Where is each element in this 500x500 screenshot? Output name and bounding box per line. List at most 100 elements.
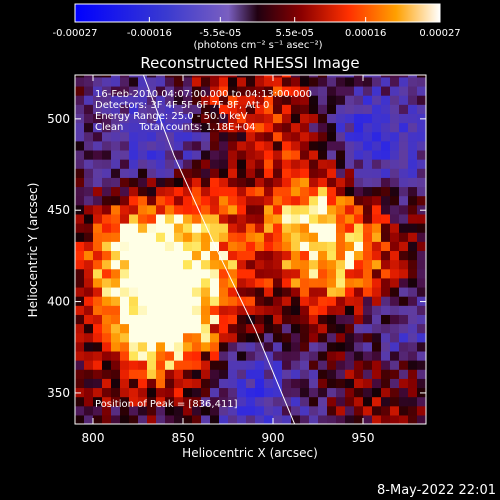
heatmap-cell [129,223,139,233]
heatmap-cell [75,250,85,261]
heatmap-cell [138,104,148,114]
heatmap-cell [264,414,274,424]
heatmap-cell [399,95,409,105]
heatmap-cell [192,414,202,424]
heatmap-cell [255,122,265,133]
heatmap-cell [219,113,229,124]
heatmap-cell [309,341,319,352]
heatmap-cell [201,396,211,407]
heatmap-cell [363,396,373,407]
heatmap-cell [138,296,148,306]
heatmap-cell [354,159,364,169]
heatmap-cell [210,95,220,105]
heatmap-cell [363,213,373,224]
heatmap-cell [255,113,265,124]
heatmap-cell [381,113,391,124]
heatmap-cell [318,405,328,416]
heatmap-cell [273,296,283,306]
heatmap-cell [255,277,265,288]
heatmap-cell [354,360,364,370]
heatmap-cell [282,85,292,96]
heatmap-cell [345,75,355,78]
heatmap-cell [93,341,103,352]
heatmap-cell [345,378,355,389]
heatmap-cell [417,195,426,206]
heatmap-cell [210,323,220,334]
heatmap-cell [273,131,283,142]
heatmap-cell [246,268,256,279]
heatmap-cell [336,259,346,270]
heatmap-cell [111,75,121,78]
heatmap-cell [102,223,112,233]
heatmap-cell [165,277,175,288]
heatmap-cell [120,75,130,78]
heatmap-cell [282,369,292,379]
heatmap-cell [228,305,238,315]
heatmap-cell [363,159,373,169]
heatmap-cell [282,113,292,124]
heatmap-cell [291,250,301,261]
heatmap-cell [93,305,103,315]
heatmap-cell [417,286,426,297]
heatmap-cell [354,104,364,114]
heatmap-cell [111,341,121,352]
heatmap-cell [120,122,130,133]
heatmap-cell [255,195,265,206]
heatmap-cell [201,159,211,169]
y-tick-label: 450 [47,203,70,217]
heatmap-cell [102,378,112,389]
heatmap-cell [282,186,292,197]
heatmap-cell [147,232,157,242]
heatmap-cell [120,204,130,215]
heatmap-cell [192,76,202,87]
heatmap-cell [372,195,382,206]
heatmap-cell [282,149,292,160]
heatmap-cell [147,305,157,315]
heatmap-cell [129,277,139,288]
heatmap-cell [417,159,426,169]
heatmap-cell [318,241,328,252]
heatmap-cell [201,387,211,398]
heatmap-cell [399,213,409,224]
heatmap-cell [255,369,265,379]
heatmap-cell [354,75,364,78]
heatmap-cell [381,405,391,416]
heatmap-cell [138,387,148,398]
heatmap-cell [120,369,130,379]
heatmap-cell [84,369,94,379]
heatmap-cell [183,378,193,389]
heatmap-cell [111,159,121,169]
heatmap-cell [120,259,130,270]
heatmap-cell [120,85,130,96]
heatmap-cell [390,177,400,188]
heatmap-cell [237,286,247,297]
heatmap-cell [246,195,256,206]
heatmap-cell [273,104,283,114]
heatmap-cell [273,387,283,398]
heatmap-cell [84,259,94,270]
heatmap-cell [264,177,274,188]
heatmap-cell [147,95,157,105]
heatmap-cell [102,286,112,297]
heatmap-cell [399,314,409,325]
heatmap-cell [147,204,157,215]
heatmap-cell [390,232,400,242]
heatmap-cell [111,113,121,124]
heatmap-cell [246,414,256,424]
heatmap-cell [282,396,292,407]
heatmap-cell [390,131,400,142]
heatmap-cell [336,195,346,206]
heatmap-cell [381,296,391,306]
y-tick-label: 500 [47,112,70,126]
heatmap-cell [291,305,301,315]
heatmap-cell [84,268,94,279]
heatmap-cell [291,213,301,224]
heatmap-cell [228,405,238,416]
heatmap-cell [390,296,400,306]
heatmap-cell [318,277,328,288]
y-tick-label: 400 [47,295,70,309]
heatmap-cell [390,360,400,370]
heatmap-cell [327,85,337,96]
heatmap-cell [183,387,193,398]
heatmap-cell [372,104,382,114]
